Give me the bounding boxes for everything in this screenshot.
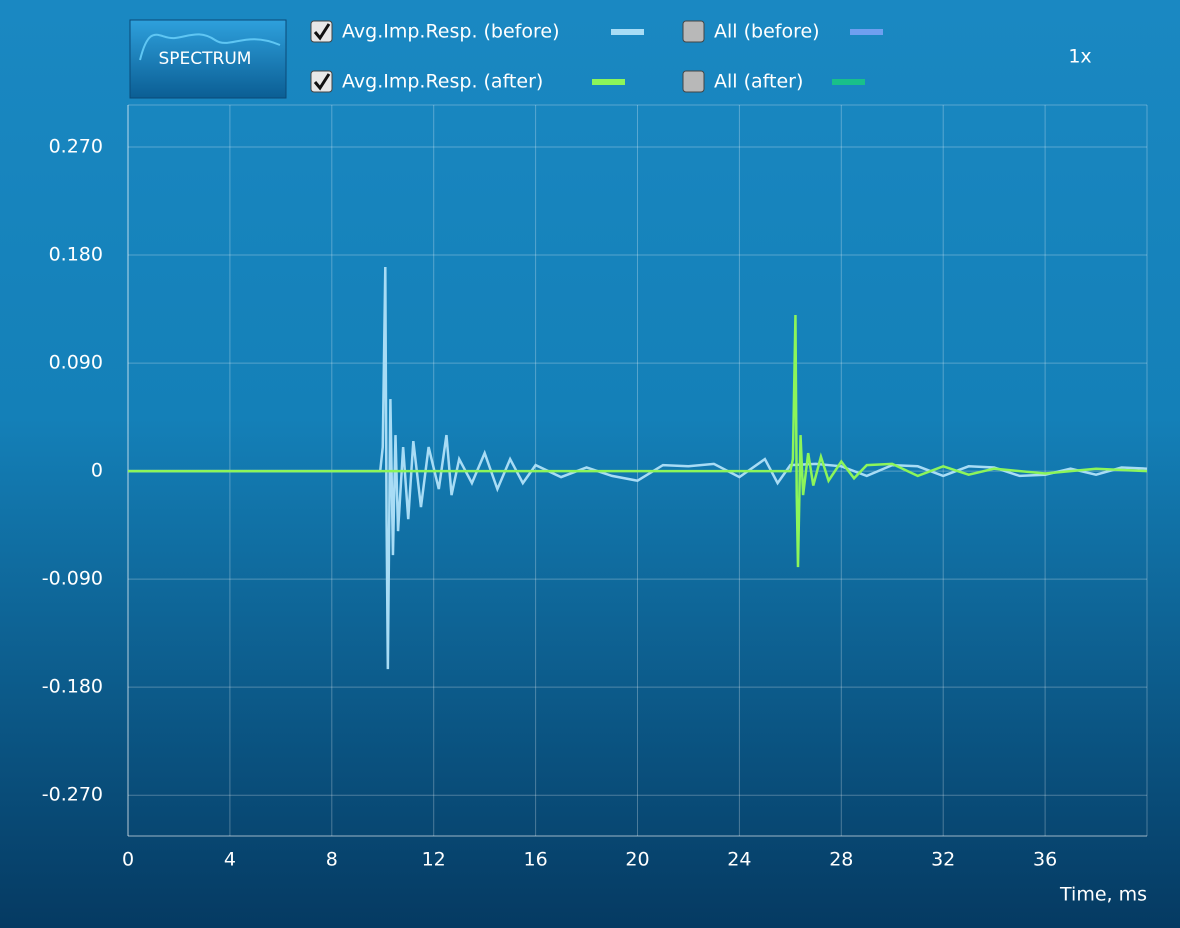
x-tick-label: 12: [422, 849, 446, 871]
button-icon: [139, 33, 281, 61]
zoom-level[interactable]: 1x: [1068, 46, 1091, 68]
spectrum-button[interactable]: SPECTRUM: [129, 19, 287, 99]
y-tick-label: 0: [91, 460, 103, 482]
legend-swatch: [611, 29, 644, 35]
y-tick-label: -0.180: [42, 676, 103, 698]
toggle-swatch: [850, 29, 883, 35]
checkmark: [313, 73, 331, 91]
y-tick-label: 0.180: [49, 244, 103, 266]
toggle-checkbox[interactable]: [682, 70, 705, 93]
x-tick-label: 16: [524, 849, 548, 871]
x-tick-label: 8: [326, 849, 338, 871]
x-tick-label: 4: [224, 849, 236, 871]
x-axis-label: Time, ms: [1059, 884, 1147, 906]
x-tick-label: 0: [122, 849, 134, 871]
y-tick-label: -0.270: [42, 784, 103, 806]
series-line: [128, 315, 1148, 568]
x-tick-label: 28: [829, 849, 853, 871]
x-tick-label: 24: [727, 849, 751, 871]
legend-swatch: [592, 79, 625, 85]
toggle-checkbox[interactable]: [682, 20, 705, 43]
toggle-label[interactable]: All (after): [714, 71, 803, 93]
legend-label[interactable]: Avg.Imp.Resp. (after): [342, 71, 543, 93]
button-face[interactable]: [129, 19, 287, 99]
y-tick-label: 0.090: [49, 352, 103, 374]
y-tick-label: 0.270: [49, 136, 103, 158]
x-tick-label: 32: [931, 849, 955, 871]
toggle-swatch: [832, 79, 865, 85]
toggle-label[interactable]: All (before): [714, 21, 820, 43]
checkmark: [313, 23, 331, 41]
x-tick-label: 20: [625, 849, 649, 871]
x-tick-label: 36: [1033, 849, 1057, 871]
button-label[interactable]: SPECTRUM: [159, 49, 252, 69]
y-tick-label: -0.090: [42, 568, 103, 590]
legend-label[interactable]: Avg.Imp.Resp. (before): [342, 21, 560, 43]
